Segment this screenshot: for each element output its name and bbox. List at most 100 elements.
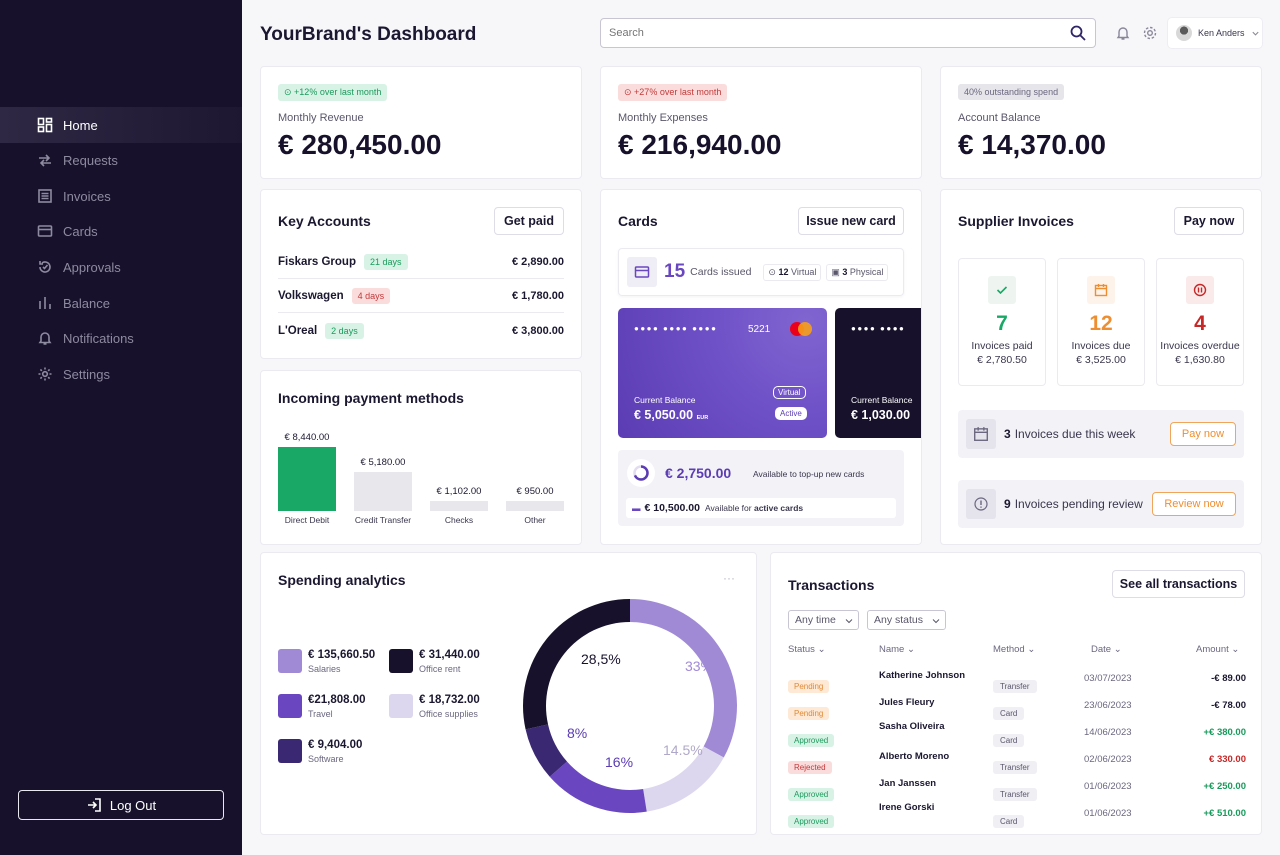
invoice-amount: € 2,780.50 bbox=[977, 354, 1027, 366]
status-badge: Approved bbox=[788, 734, 835, 747]
user-menu[interactable]: Ken Anders bbox=[1168, 18, 1262, 48]
card-title: Cards bbox=[618, 213, 658, 229]
table-row[interactable]: Pending Jules Fleury Card 23/06/2023 -€ 78.0… bbox=[788, 693, 1246, 720]
method-badge: Card bbox=[993, 707, 1025, 720]
kpi-balance: 40% outstanding spend Account Balance € … bbox=[940, 66, 1262, 179]
donut-percent-label: 16% bbox=[605, 754, 633, 770]
tx-amount: € 330.00 bbox=[1209, 754, 1246, 765]
card-number-mask: ●●●● ●●●● ●●●● bbox=[634, 324, 718, 333]
pause-icon bbox=[1186, 276, 1214, 304]
bell-icon bbox=[38, 332, 52, 345]
column-header-status[interactable]: Status ⌄ bbox=[788, 644, 826, 655]
payment-card-virtual[interactable]: ●●●● ●●●● ●●●● 5221 Current Balance € 5,… bbox=[618, 308, 827, 438]
list-item[interactable]: Fiskars Group 21 days € 2,890.00 bbox=[278, 245, 564, 279]
pending-text: Invoices pending review bbox=[1014, 497, 1143, 511]
sidebar-item-requests[interactable]: Requests bbox=[0, 142, 242, 178]
invoice-icon bbox=[38, 189, 52, 203]
more-options-icon[interactable]: ··· bbox=[723, 571, 735, 585]
table-row[interactable]: Pending Katherine Johnson Transfer 03/07/20… bbox=[788, 666, 1246, 693]
list-item[interactable]: L'Oreal 2 days € 3,800.00 bbox=[278, 323, 564, 339]
bar-category-label: Direct Debit bbox=[284, 515, 330, 525]
sidebar-item-label: Invoices bbox=[63, 188, 111, 204]
sidebar-item-invoices[interactable]: Invoices bbox=[0, 178, 242, 214]
pay-now-button[interactable]: Pay now bbox=[1170, 422, 1236, 446]
column-header-date[interactable]: Date ⌄ bbox=[1091, 644, 1122, 655]
invoice-count: 12 bbox=[1089, 312, 1113, 335]
kpi-expenses: ⊙ +27% over last month Monthly Expenses … bbox=[600, 66, 922, 179]
key-accounts-card: Key Accounts Get paid Fiskars Group 21 da… bbox=[260, 189, 582, 359]
sidebar-item-label: Cards bbox=[63, 223, 98, 239]
donut-percent-label: 28,5% bbox=[581, 651, 621, 667]
invoices-pending-review-row: 9 Invoices pending review Review now bbox=[958, 480, 1244, 528]
issue-new-card-button[interactable]: Issue new card bbox=[798, 207, 904, 235]
list-item[interactable]: Volkswagen 4 days € 1,780.00 bbox=[278, 279, 564, 313]
physical-count-badge: ▣ 3 Physical bbox=[826, 263, 889, 281]
payment-card-physical[interactable]: ●●●● ●●●● Current Balance € 1,030.00 bbox=[835, 308, 921, 438]
bar-checks bbox=[430, 501, 488, 511]
card-number-mask: ●●●● ●●●● bbox=[851, 324, 906, 333]
see-all-transactions-button[interactable]: See all transactions bbox=[1112, 570, 1245, 598]
search-icon[interactable] bbox=[1069, 24, 1087, 42]
chevron-down-icon bbox=[1251, 31, 1259, 36]
balance-label: Current Balance bbox=[634, 395, 696, 405]
bar-category-label: Checks bbox=[444, 515, 474, 525]
method-badge: Transfer bbox=[993, 680, 1037, 693]
tx-amount: +€ 250.00 bbox=[1203, 781, 1246, 792]
approval-icon bbox=[39, 261, 51, 273]
invoice-count: 4 bbox=[1194, 312, 1206, 335]
bar-direct-debit bbox=[278, 447, 336, 511]
sidebar-item-settings[interactable]: Settings bbox=[0, 356, 242, 392]
sidebar-item-label: Home bbox=[63, 117, 98, 133]
table-row[interactable]: Rejected Alberto Moreno Transfer 02/06/2023… bbox=[788, 747, 1246, 774]
method-badge: Card bbox=[993, 815, 1025, 828]
tx-name: Sasha Oliveira bbox=[879, 721, 945, 732]
sidebar-item-notifications[interactable]: Notifications bbox=[0, 320, 242, 356]
invoice-count: 7 bbox=[996, 312, 1008, 335]
sidebar-item-home[interactable]: Home bbox=[0, 107, 242, 143]
invoices-due-box[interactable]: 12 Invoices due € 3,525.00 bbox=[1057, 258, 1145, 386]
card-title: Key Accounts bbox=[278, 213, 371, 229]
method-badge: Transfer bbox=[993, 761, 1037, 774]
bell-icon[interactable] bbox=[1115, 25, 1131, 41]
gear-icon bbox=[38, 367, 52, 381]
column-header-name[interactable]: Name ⌄ bbox=[879, 644, 915, 655]
invoices-overdue-box[interactable]: 4 Invoices overdue € 1,630.80 bbox=[1156, 258, 1244, 386]
transactions-card: Transactions See all transactions Any ti… bbox=[770, 552, 1262, 835]
search-input[interactable] bbox=[600, 18, 1096, 48]
logout-button[interactable]: Log Out bbox=[18, 790, 224, 820]
payment-methods-card: Incoming payment methods € 8,440.00 Direc… bbox=[260, 370, 582, 545]
column-header-amount[interactable]: Amount ⌄ bbox=[1196, 644, 1240, 655]
column-header-method[interactable]: Method ⌄ bbox=[993, 644, 1036, 655]
arrows-icon bbox=[39, 154, 51, 167]
cards-issued-count: 15 bbox=[664, 261, 686, 282]
sidebar-item-label: Notifications bbox=[63, 330, 134, 346]
invoice-label: Invoices due bbox=[1071, 340, 1131, 352]
spending-donut-chart: 33% 14.5% 16% 8% 28,5% bbox=[523, 599, 737, 813]
sidebar-item-balance[interactable]: Balance bbox=[0, 285, 242, 321]
get-paid-button[interactable]: Get paid bbox=[494, 207, 564, 235]
time-filter-select[interactable]: Any time bbox=[788, 610, 859, 630]
bar-category-label: Other bbox=[524, 515, 546, 525]
sidebar-item-cards[interactable]: Cards bbox=[0, 213, 242, 249]
status-badge: ⊙ +12% over last month bbox=[278, 84, 388, 101]
card-title: Supplier Invoices bbox=[958, 213, 1074, 229]
sidebar-item-approvals[interactable]: Approvals bbox=[0, 249, 242, 285]
donut-percent-label: 33% bbox=[685, 658, 713, 674]
table-row[interactable]: Approved Irene Gorski Card 01/06/2023 +€ 510… bbox=[788, 801, 1246, 828]
pay-now-button[interactable]: Pay now bbox=[1174, 207, 1244, 235]
kpi-label: Monthly Expenses bbox=[618, 112, 708, 124]
table-row[interactable]: Approved Jan Janssen Transfer 01/06/2023 +€ … bbox=[788, 774, 1246, 801]
invoice-amount: € 3,525.00 bbox=[1076, 354, 1126, 366]
tx-date: 01/06/2023 bbox=[1084, 808, 1132, 819]
tx-name: Katherine Johnson bbox=[879, 670, 966, 681]
tx-date: 01/06/2023 bbox=[1084, 781, 1132, 792]
table-row[interactable]: Approved Sasha Oliveira Card 14/06/2023 +€ 3… bbox=[788, 720, 1246, 747]
avatar bbox=[1176, 25, 1192, 41]
card-title: Transactions bbox=[788, 577, 875, 593]
invoices-paid-box[interactable]: 7 Invoices paid € 2,780.50 bbox=[958, 258, 1046, 386]
status-filter-select[interactable]: Any status bbox=[867, 610, 946, 630]
invoice-label: Invoices overdue bbox=[1160, 340, 1240, 352]
gear-icon[interactable] bbox=[1142, 25, 1158, 41]
review-now-button[interactable]: Review now bbox=[1152, 492, 1236, 516]
calendar-icon bbox=[966, 419, 996, 449]
